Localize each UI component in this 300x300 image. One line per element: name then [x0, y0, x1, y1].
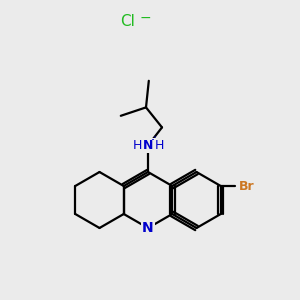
Text: H: H — [154, 139, 164, 152]
Text: −: − — [140, 11, 152, 25]
Text: Br: Br — [239, 179, 254, 193]
Text: Cl: Cl — [120, 14, 135, 29]
Text: N: N — [143, 139, 153, 152]
Text: H: H — [132, 139, 142, 152]
Text: N: N — [142, 221, 154, 235]
Text: +: + — [150, 135, 158, 146]
